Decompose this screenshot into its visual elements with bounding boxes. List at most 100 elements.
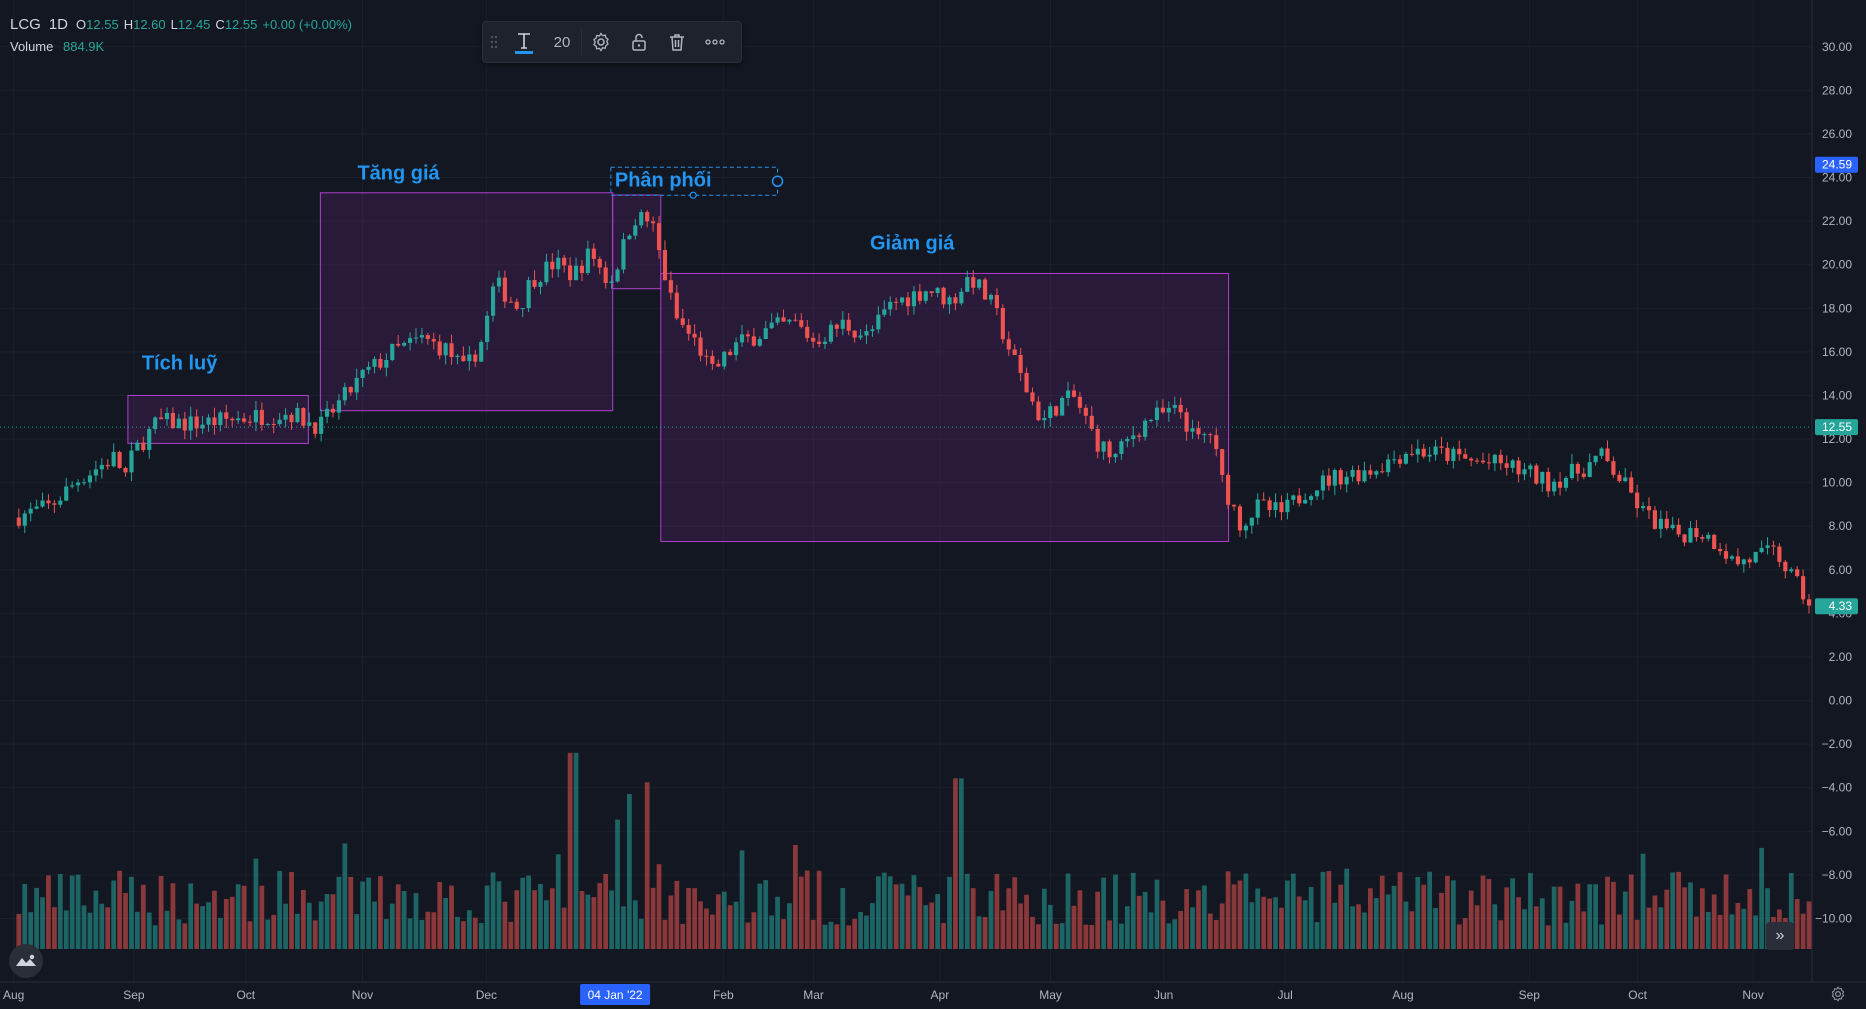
volume-bar [1551,886,1557,949]
volume-bar [129,876,134,949]
candle-body [651,221,656,224]
candle-body [858,335,863,338]
volume-bar [650,887,656,949]
phase-zone-3[interactable] [612,194,662,290]
volume-bar [798,876,804,949]
volume-bar [1611,881,1616,949]
candle-body [1166,407,1171,413]
settings-button[interactable] [582,22,620,62]
annotation-label-3[interactable]: Phân phối [615,169,712,191]
candle-body [265,424,270,426]
volume-bar [431,912,437,949]
candle-body [609,281,614,283]
candle-body [1528,465,1533,470]
annotation-label-4[interactable]: Giảm giá [870,232,955,254]
phase-zone-4[interactable] [660,272,1230,542]
volume-bar [834,924,840,949]
volume-bar [1119,923,1124,949]
volume-bar [348,876,354,949]
volume-bar [1528,873,1533,949]
volume-bar [1350,906,1355,949]
candle-body [1291,495,1296,500]
volume-bar [852,918,858,949]
candle-body [1694,527,1699,538]
volume-bar [1362,912,1367,949]
volume-bar [822,924,828,949]
candle-body [1101,441,1106,452]
font-size-button[interactable]: 20 [553,33,571,51]
candle-body [982,279,988,300]
phase-zone-2[interactable] [319,192,614,412]
time-tick-label: Dec [476,988,497,1002]
candle-body [34,506,39,509]
annotation-label-1[interactable]: Tích luỹ [142,352,218,374]
volume-bar [1397,872,1403,949]
selection-handle[interactable] [771,175,784,188]
candle-body [1386,459,1391,473]
candle-body [532,280,537,287]
drag-handle-icon[interactable] [483,22,505,62]
candle-body [1220,449,1225,475]
symbol-name[interactable]: LCG [10,16,41,33]
candle-body [888,301,893,310]
price-tick-label: 30.00 [1822,40,1852,54]
price-tick-label: 22.00 [1822,214,1852,228]
price-tick-label: −2.00 [1822,737,1853,751]
candle-body [218,412,223,426]
candle-body [882,309,887,315]
more-button[interactable] [696,22,734,62]
volume-bar [200,906,205,949]
time-tick-label: Oct [1628,988,1647,1002]
candle-body [1054,406,1059,416]
volume-bar [1243,873,1249,949]
selection-handle[interactable] [689,191,697,199]
candle-body [1540,471,1545,484]
volume-label: Volume [10,39,54,54]
chart-settings-gear-icon[interactable] [1828,984,1848,1004]
volume-bar [787,903,792,949]
candle-body [757,339,762,346]
volume-bar [1563,922,1569,949]
phase-zone-1[interactable] [127,394,309,444]
scroll-to-realtime-button[interactable]: » [1766,922,1794,950]
volume-bar [378,876,383,949]
interval-label[interactable]: 1D [48,16,69,33]
candle-body [1297,495,1302,504]
price-tick-label: −6.00 [1822,824,1853,838]
candle-body [419,335,424,338]
candle-body [905,297,911,307]
candle-body [1267,500,1272,511]
volume-bar [1646,907,1652,949]
candle-body [1018,355,1023,373]
lock-button[interactable] [620,22,658,62]
text-color-button[interactable] [505,22,543,62]
volume-bar [1492,904,1498,949]
tradingview-logo-icon[interactable] [9,944,43,978]
volume-bar [1142,891,1148,949]
candle-body [556,257,561,270]
candle-body [1012,349,1017,356]
volume-bar [644,782,650,949]
candle-body [1137,435,1142,437]
price-tick-label: −8.00 [1822,868,1853,882]
candle-body [597,258,602,268]
candle-body [698,337,703,356]
volume-bar [1018,903,1024,949]
volume-bar [1379,875,1385,949]
candle-body [1403,453,1409,464]
candle-body [739,334,745,343]
delete-button[interactable] [658,22,696,62]
volume-bar [1504,887,1510,949]
volume-bar [28,912,34,949]
volume-bar [1249,902,1255,949]
volume-bar [1000,910,1006,949]
candle-body [390,343,395,361]
candle-body [1569,463,1574,478]
volume-bar [366,877,371,949]
annotation-label-2[interactable]: Tăng giá [357,163,440,185]
volume-bar [1202,885,1207,949]
volume-bar [1255,888,1261,949]
candle-body [1303,499,1308,504]
volume-bar [342,843,348,949]
